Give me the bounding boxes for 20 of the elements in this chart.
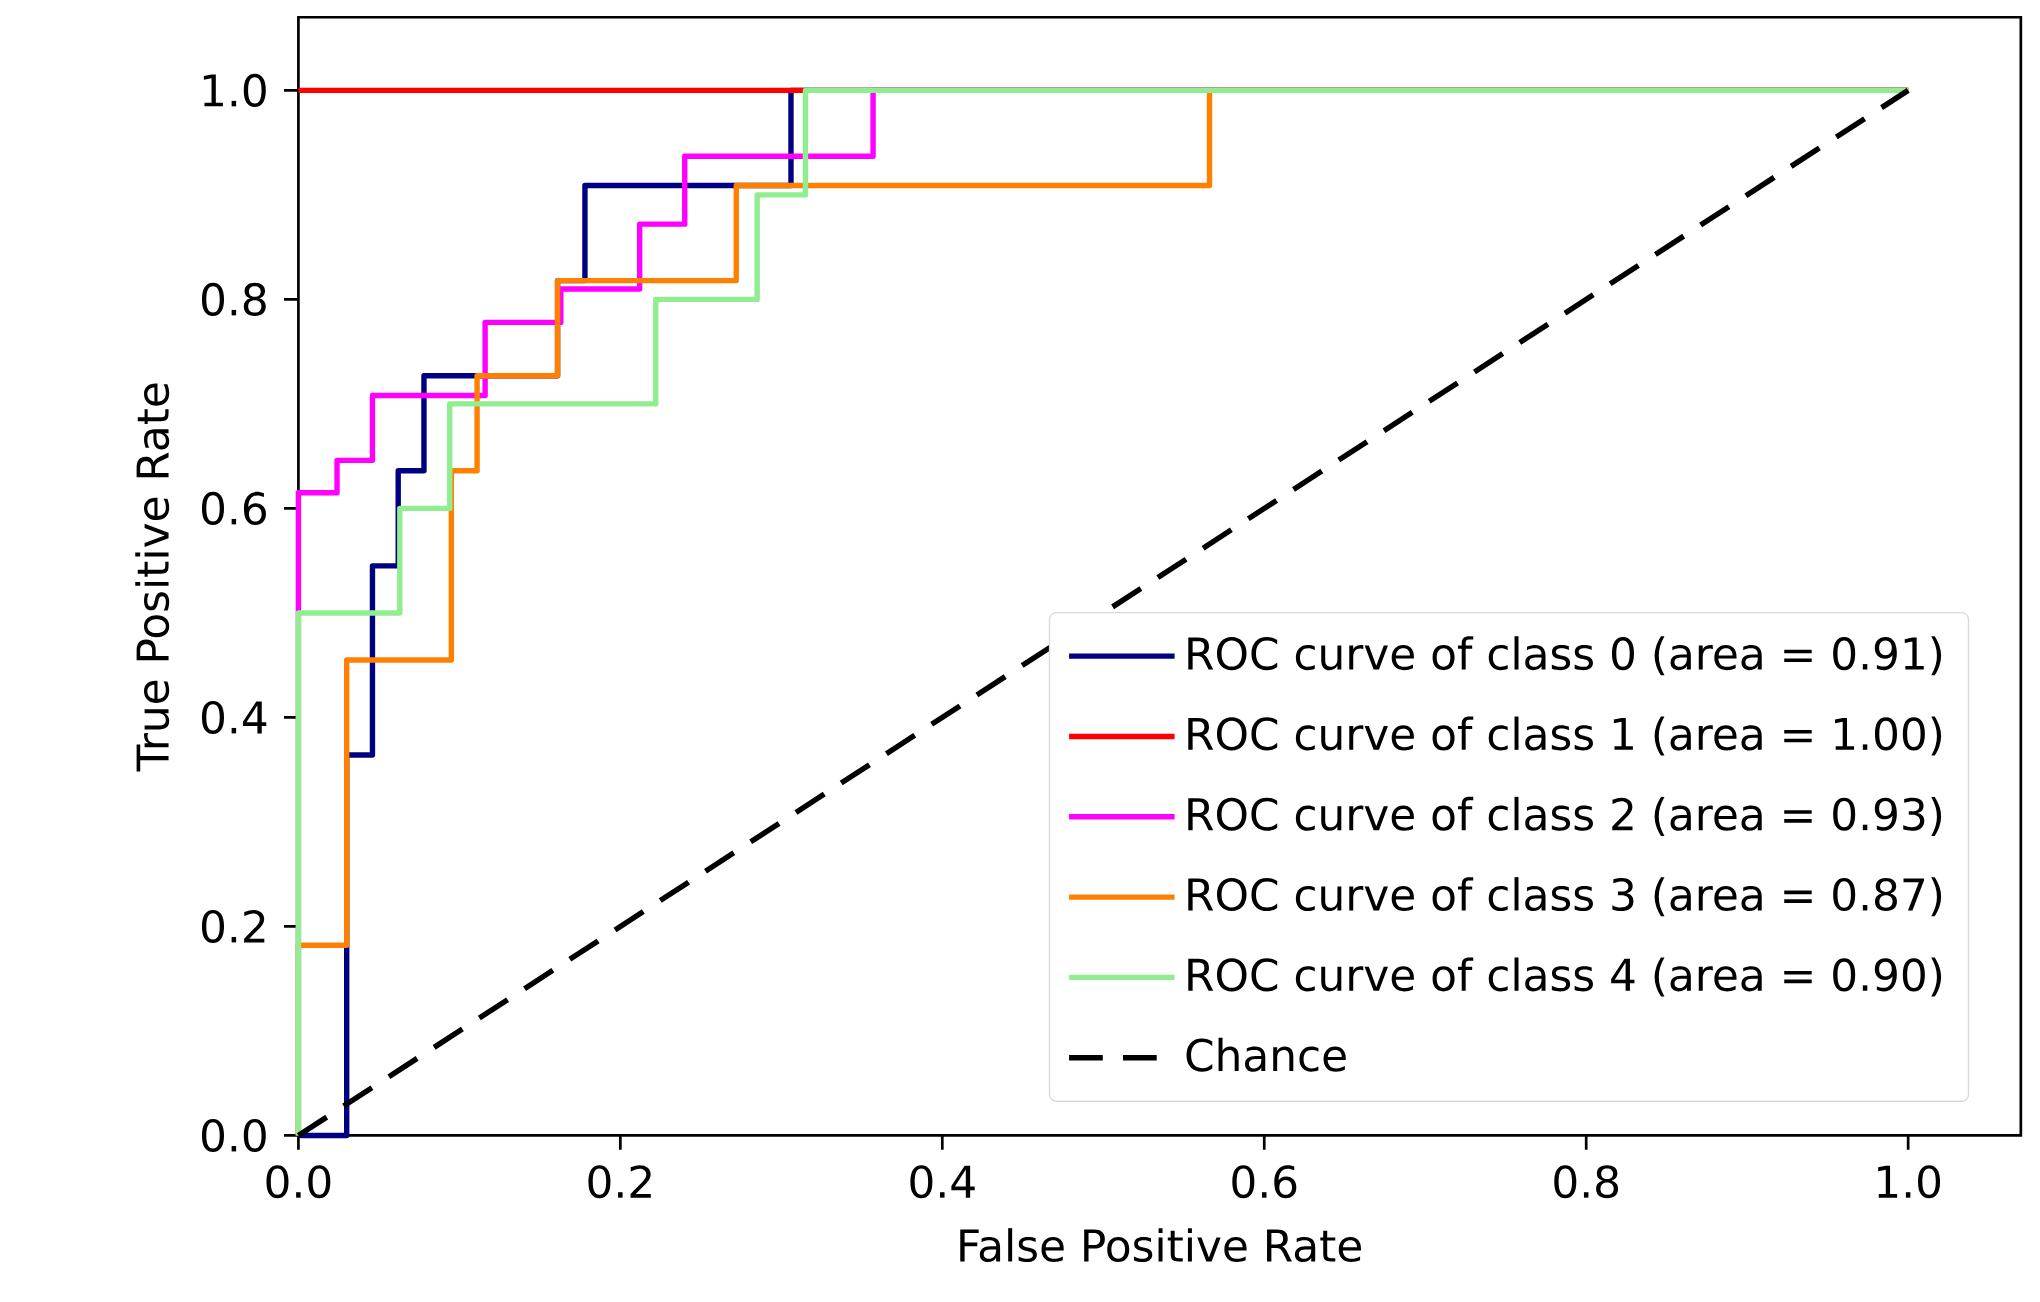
y-tick-label: 0.0 (201, 1118, 266, 1152)
x-tick-label: 0.8 (1554, 1164, 1619, 1199)
y-tick-label: 1.0 (203, 73, 266, 107)
legend-label: ROC curve of class 0 (area = 0.91) (1188, 636, 1942, 676)
legend-label: Chance (1186, 1037, 1346, 1072)
x-tick-label: 0.0 (266, 1164, 331, 1199)
x-tick-label: 0.4 (910, 1164, 975, 1199)
y-tick-label: 0.8 (201, 282, 266, 316)
y-tick-label: 0.2 (201, 909, 265, 943)
legend-label: ROC curve of class 4 (area = 0.90) (1188, 957, 1942, 997)
x-tick-label: 0.6 (1232, 1164, 1297, 1199)
legend-label: ROC curve of class 3 (area = 0.87) (1188, 876, 1942, 917)
legend-label: ROC curve of class 1 (area = 1.00) (1188, 716, 1942, 756)
legend-label: ROC curve of class 2 (area = 0.93) (1188, 796, 1942, 836)
y-tick-label: 0.6 (201, 491, 266, 525)
y-tick-label: 0.4 (201, 700, 267, 734)
x-tick-label: 1.0 (1878, 1164, 1941, 1199)
y-axis-title: True Positive Rate (135, 383, 170, 772)
x-axis-title: False Positive Rate (960, 1227, 1361, 1262)
x-tick-label: 0.2 (588, 1164, 651, 1199)
